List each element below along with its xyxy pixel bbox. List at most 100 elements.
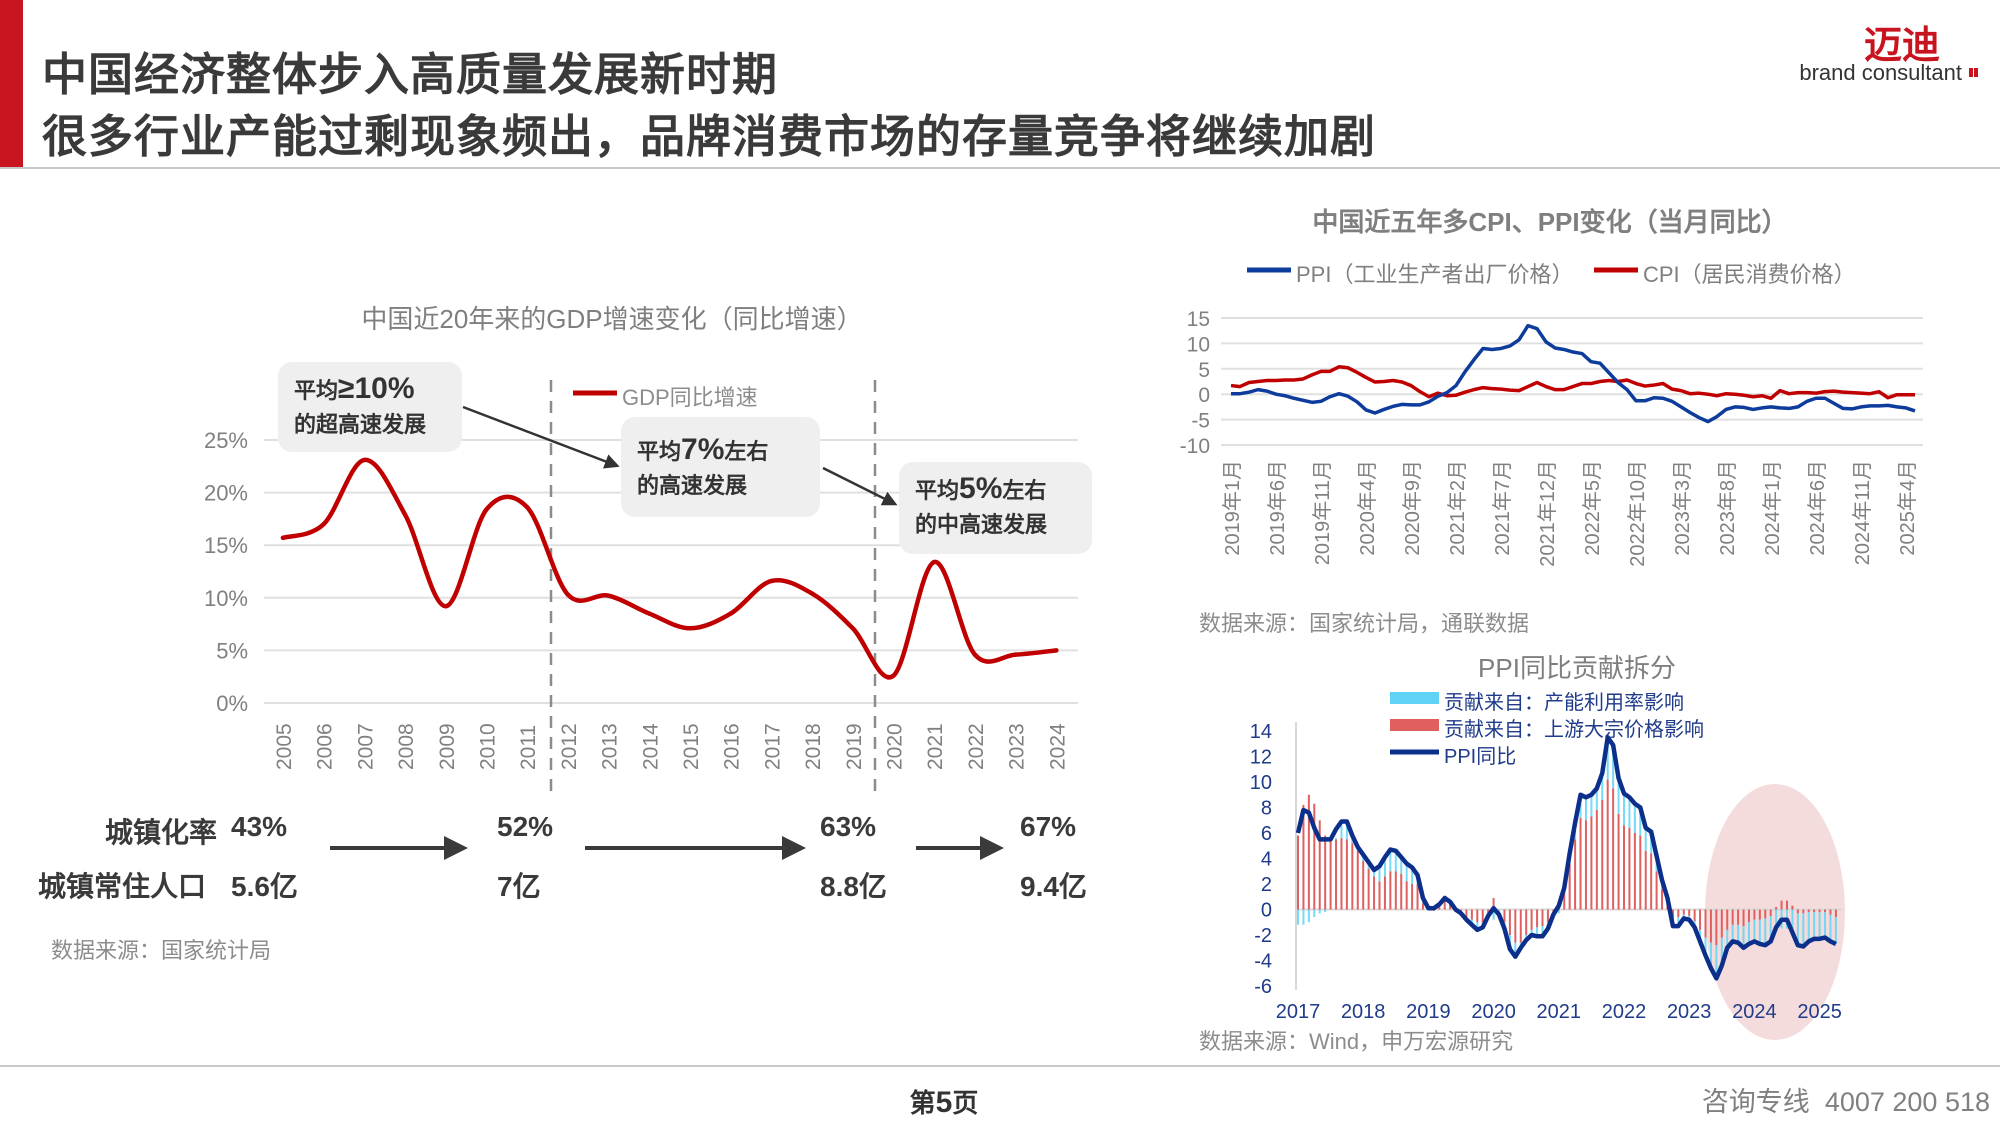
upstream-bar	[1411, 884, 1414, 910]
hotline-label: 咨询专线	[1701, 1087, 1810, 1117]
y-tick-label: 5	[1198, 359, 1210, 382]
upstream-bar	[1557, 901, 1560, 910]
x-tick-label: 2017	[761, 723, 784, 770]
upstream-bar	[1758, 909, 1761, 920]
gdp-legend-label: GDP同比增速	[622, 385, 758, 410]
ppi-legend-label: PPI（工业生产者出厂价格）	[1296, 262, 1574, 287]
capacity-bar	[1731, 924, 1734, 942]
upstream-bar	[1612, 788, 1615, 910]
upstream-bar	[1786, 900, 1788, 910]
callout-prefix: 平均	[294, 378, 339, 403]
callout-emphasis: 5%	[959, 472, 1003, 505]
upstream-bar	[1639, 835, 1642, 910]
gdp-data-point	[647, 611, 652, 616]
upstream-bar	[1530, 909, 1533, 930]
capacity-bar	[1302, 909, 1305, 925]
gdp-data-point	[484, 507, 489, 512]
gdp-data-point	[850, 626, 855, 631]
upstream-bar	[1400, 873, 1403, 910]
upstream-bar	[1574, 839, 1577, 910]
upstream-bar	[1834, 909, 1837, 918]
x-tick-label: 2019	[1406, 1001, 1451, 1023]
capacity-bar	[1405, 863, 1408, 882]
capacity-bar	[1802, 913, 1805, 947]
upstream-bar	[1726, 909, 1729, 930]
capacity-bar	[1340, 825, 1343, 839]
capacity-bar	[1829, 914, 1832, 942]
capacity-bar	[1644, 827, 1647, 851]
capacity-bar	[1617, 778, 1620, 814]
capacity-bar	[1737, 924, 1740, 943]
capacity-bar	[1421, 898, 1424, 904]
page-title-line1: 中国经济整体步入高质量发展新时期	[42, 49, 779, 100]
upstream-bar	[1432, 909, 1435, 911]
gdp-data-point	[280, 535, 286, 541]
gdp-data-point	[321, 521, 326, 527]
capacity-bar	[1400, 857, 1403, 874]
y-tick-label: 6	[1261, 823, 1272, 845]
upstream-bar	[1460, 909, 1462, 914]
upstream-bar	[1514, 909, 1517, 943]
gdp-data-point	[1013, 652, 1018, 657]
upstream-bar	[1747, 909, 1750, 923]
upstream-bar	[1302, 804, 1305, 910]
capacity-bar	[1574, 822, 1577, 840]
urban-population-value: 7亿	[497, 871, 541, 902]
transition-arrow-icon	[462, 405, 620, 469]
brand-logo-name: 迈迪	[1863, 25, 1940, 67]
capacity-bar	[1709, 942, 1712, 969]
callout-suffix: 左右	[1002, 478, 1047, 503]
x-tick-label: 2021	[924, 723, 947, 770]
capacity-bar	[1726, 929, 1729, 948]
upstream-bar	[1508, 909, 1511, 935]
upstream-bar	[1818, 909, 1821, 913]
capacity-bar	[1449, 901, 1452, 905]
capacity-bar	[1416, 875, 1419, 884]
upstream-bar	[1481, 909, 1484, 923]
capacity-bar	[1606, 737, 1609, 780]
upstream-bar	[1362, 861, 1365, 910]
cpi-ppi-chart-title: 中国近五年多CPI、PPI变化（当月同比）	[1312, 207, 1788, 237]
x-tick-label: 2021年2月	[1446, 460, 1469, 556]
y-tick-label: 0	[1261, 900, 1272, 922]
capacity-bar	[1584, 797, 1587, 821]
upstream-bar	[1623, 825, 1625, 910]
upstream-bar	[1546, 909, 1549, 923]
gdp-data-point	[402, 512, 408, 517]
x-tick-label: 2025	[1797, 1001, 1842, 1023]
upstream-bar	[1356, 850, 1359, 910]
upstream-bar	[1595, 810, 1598, 910]
gdp-source-note: 数据来源：国家统计局	[51, 938, 272, 963]
capacity-bar	[1394, 850, 1397, 872]
capacity-bar	[1470, 919, 1473, 925]
capacity-bar	[1389, 849, 1392, 872]
x-tick-label: 2005	[273, 723, 296, 770]
capacity-bar	[1297, 909, 1299, 925]
capacity-bar	[1650, 831, 1653, 854]
capacity-bar	[1780, 909, 1783, 929]
brand-logo-mark-icon	[1969, 68, 1978, 77]
y-tick-label: 10	[1187, 333, 1210, 356]
callout-prefix: 平均	[637, 439, 682, 464]
capacity-bar	[1508, 935, 1511, 950]
upstream-bar	[1704, 909, 1707, 938]
x-tick-label: 2020年9月	[1401, 460, 1424, 556]
gdp-chart-title: 中国近20年来的GDP增速变化（同比增速）	[361, 304, 863, 334]
upstream-bar	[1666, 903, 1669, 910]
upstream-bar	[1389, 871, 1392, 910]
capacity-bar	[1514, 942, 1517, 957]
callout-super-high-growth: 平均≥10% 的超高速发展	[278, 362, 462, 452]
x-tick-label: 2021	[1537, 1001, 1582, 1023]
capacity-bar	[1411, 867, 1414, 884]
x-tick-label: 2008	[395, 723, 418, 770]
x-tick-label: 2022	[965, 723, 988, 770]
upstream-bar	[1373, 876, 1376, 910]
upstream-bar	[1742, 909, 1745, 927]
upstream-bar	[1709, 909, 1712, 943]
capacity-bar	[1373, 869, 1376, 877]
capacity-bar	[1318, 909, 1321, 914]
x-tick-label: 2024年1月	[1761, 460, 1784, 556]
y-tick-label: 10%	[204, 586, 248, 611]
upstream-bar	[1606, 779, 1609, 910]
urban-population-value: 9.4亿	[1020, 871, 1087, 902]
